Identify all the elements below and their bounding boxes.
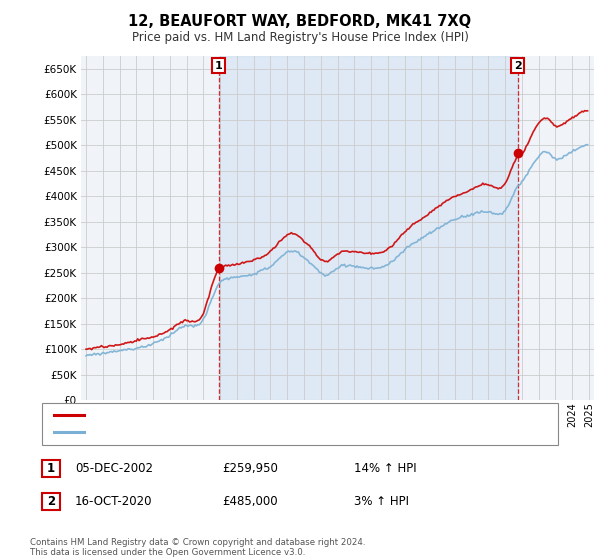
Text: 2: 2: [47, 494, 55, 508]
Text: Contains HM Land Registry data © Crown copyright and database right 2024.
This d: Contains HM Land Registry data © Crown c…: [30, 538, 365, 557]
Text: 12, BEAUFORT WAY, BEDFORD, MK41 7XQ (detached house): 12, BEAUFORT WAY, BEDFORD, MK41 7XQ (det…: [93, 410, 422, 420]
Text: 2: 2: [514, 60, 521, 71]
Bar: [219, 56, 518, 400]
Text: £259,950: £259,950: [222, 462, 278, 475]
Text: 3% ↑ HPI: 3% ↑ HPI: [354, 494, 409, 508]
Text: £485,000: £485,000: [222, 494, 278, 508]
Text: 12, BEAUFORT WAY, BEDFORD, MK41 7XQ: 12, BEAUFORT WAY, BEDFORD, MK41 7XQ: [128, 14, 472, 29]
Text: Price paid vs. HM Land Registry's House Price Index (HPI): Price paid vs. HM Land Registry's House …: [131, 31, 469, 44]
Text: 1: 1: [215, 60, 223, 71]
Text: 1: 1: [47, 462, 55, 475]
Text: 16-OCT-2020: 16-OCT-2020: [75, 494, 152, 508]
Text: 05-DEC-2002: 05-DEC-2002: [75, 462, 153, 475]
Text: HPI: Average price, detached house, Bedford: HPI: Average price, detached house, Bedf…: [93, 427, 338, 437]
Text: 14% ↑ HPI: 14% ↑ HPI: [354, 462, 416, 475]
